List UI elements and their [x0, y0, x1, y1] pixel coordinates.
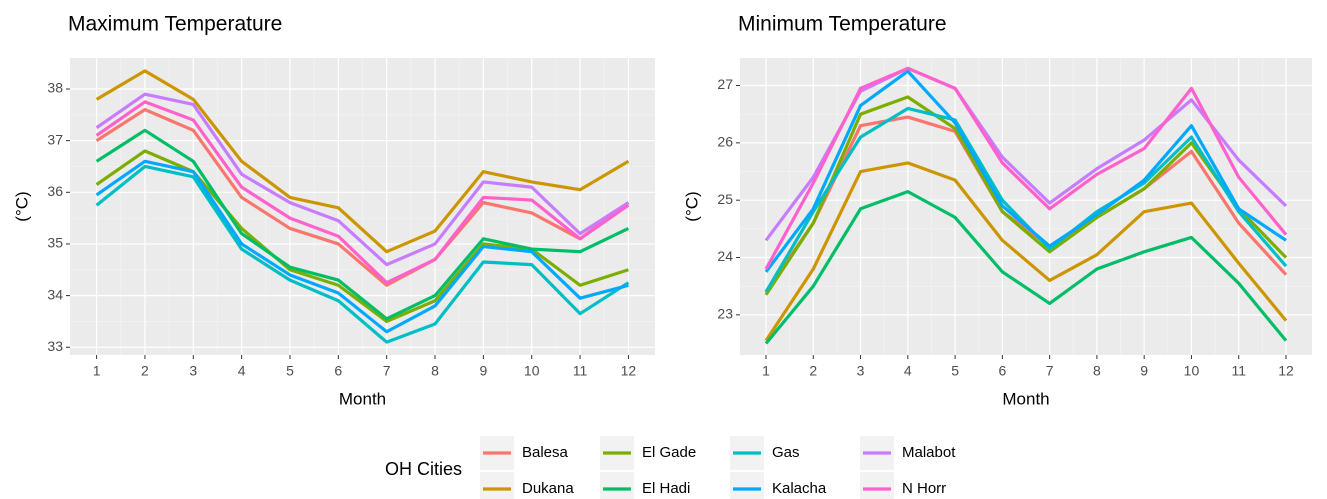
- legend-key: [480, 472, 514, 499]
- x-tick-label: 5: [951, 363, 959, 379]
- legend-key: [730, 472, 764, 499]
- x-tick-label: 9: [479, 363, 487, 379]
- x-tick-label: 7: [383, 363, 391, 379]
- y-tick-label: 25: [717, 191, 733, 207]
- y-tick-label: 33: [47, 338, 63, 354]
- series-line: [764, 95, 1288, 296]
- y-tick-label: 36: [47, 183, 63, 199]
- x-tick-label: 3: [189, 363, 197, 379]
- series-line: [764, 69, 1287, 273]
- legend-label: Malabot: [902, 444, 956, 461]
- x-tick-label: 4: [904, 363, 912, 379]
- y-tick-label: 27: [717, 76, 733, 92]
- series-line: [95, 92, 630, 267]
- x-tick-label: 11: [573, 363, 588, 379]
- x-tick-label: 2: [141, 363, 149, 379]
- x-tick-label: 10: [1184, 363, 1200, 379]
- series-line: [764, 161, 1288, 342]
- legend-label: Dukana: [522, 480, 574, 497]
- x-tick-label: 5: [286, 363, 294, 379]
- x-tick-label: 11: [1231, 363, 1246, 379]
- y-tick-label: 24: [717, 248, 733, 264]
- x-tick-label: 4: [238, 363, 246, 379]
- legend-key: [860, 472, 894, 499]
- x-tick-label: 6: [334, 363, 342, 379]
- x-axis-title: Month: [1002, 389, 1049, 408]
- legend-title: OH Cities: [385, 459, 462, 479]
- legend-label: N Horr: [902, 480, 946, 497]
- x-tick-label: 12: [621, 363, 637, 379]
- x-tick-label: 9: [1140, 363, 1148, 379]
- series-line: [95, 128, 630, 321]
- x-axis-title: Month: [339, 389, 386, 408]
- y-tick-label: 37: [47, 131, 63, 147]
- y-tick-label: 38: [47, 80, 63, 96]
- legend-label: Balesa: [522, 444, 569, 461]
- series-line: [95, 108, 630, 287]
- series-line: [95, 100, 630, 285]
- chart-title: Minimum Temperature: [738, 13, 947, 36]
- x-tick-label: 1: [762, 363, 770, 379]
- series-line: [764, 66, 1288, 270]
- series-line: [95, 159, 629, 334]
- chart-title: Maximum Temperature: [68, 13, 282, 36]
- legend-label: El Gade: [642, 444, 696, 461]
- legend-key: [600, 472, 634, 499]
- x-tick-label: 2: [809, 363, 817, 379]
- x-tick-label: 1: [93, 363, 101, 379]
- series-line: [764, 115, 1288, 293]
- y-tick-label: 34: [47, 286, 63, 302]
- y-tick-label: 26: [717, 134, 733, 150]
- x-tick-label: 3: [857, 363, 865, 379]
- series-line: [764, 189, 1288, 345]
- x-tick-label: 10: [524, 363, 540, 379]
- series-line: [95, 164, 630, 344]
- series-line: [95, 149, 629, 324]
- x-tick-label: 8: [1093, 363, 1101, 379]
- x-tick-label: 12: [1278, 363, 1294, 379]
- y-axis-title: (°C): [12, 191, 31, 221]
- x-tick-label: 7: [1046, 363, 1054, 379]
- x-tick-label: 8: [431, 363, 439, 379]
- series-line: [95, 69, 630, 254]
- legend-label: Kalacha: [772, 480, 827, 497]
- y-axis-title: (°C): [682, 191, 701, 221]
- legend-label: Gas: [772, 444, 800, 461]
- legend-label: El Hadi: [642, 480, 690, 497]
- x-tick-label: 6: [998, 363, 1006, 379]
- y-tick-label: 23: [717, 306, 733, 322]
- y-tick-label: 35: [47, 235, 63, 251]
